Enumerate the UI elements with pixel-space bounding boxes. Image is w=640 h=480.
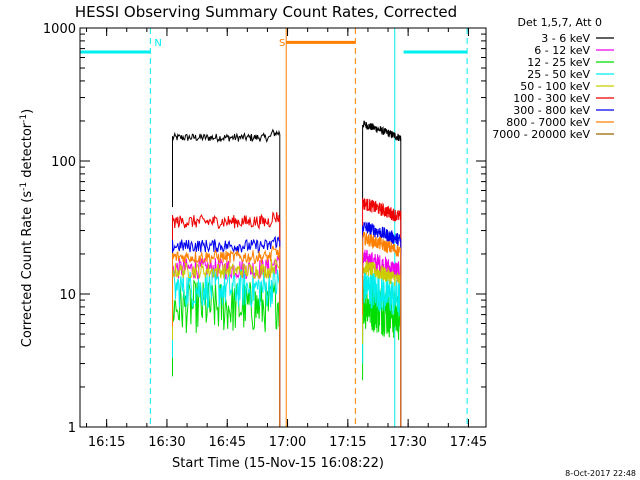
series-trace-5-interval-0 — [172, 211, 281, 427]
y-axis-label-sup2: -1 — [19, 114, 29, 123]
series-trace-0-interval-1 — [362, 120, 402, 427]
series-trace-5-interval-1 — [362, 198, 402, 427]
legend-label: 3 - 6 keV — [541, 32, 590, 45]
axes: 16:15 16:30 16:45 17:00 17:15 17:30 17:45 1 10 10… — [43, 22, 487, 450]
y-axis-label-main: Corrected Count Rate (s — [20, 191, 35, 348]
x-tick-label: 16:30 — [148, 435, 185, 450]
legend-label: 25 - 50 keV — [527, 68, 590, 81]
series-trace-6-interval-1 — [362, 221, 402, 427]
y-axis-label-end: ) — [20, 109, 35, 114]
series-trace-1-interval-0 — [172, 256, 281, 427]
series-trace-7-interval-0 — [172, 245, 281, 427]
y-axis-label: Corrected Count Rate (s-1 detector-1) — [19, 109, 35, 347]
annotation-s: S — [279, 38, 285, 49]
chart-title: HESSI Observing Summary Count Rates, Cor… — [75, 3, 457, 21]
legend-label: 7000 - 20000 keV — [492, 128, 590, 141]
legend-label: 800 - 7000 keV — [506, 116, 590, 129]
legend-label: 300 - 800 keV — [513, 104, 590, 117]
y-tick-label: 10 — [59, 288, 76, 303]
x-tick-label: 17:45 — [450, 435, 487, 450]
annotation-n: N — [154, 38, 161, 49]
x-tick-label: 17:15 — [329, 435, 366, 450]
x-tick-label: 16:15 — [88, 435, 125, 450]
x-tick-label: 17:00 — [269, 435, 306, 450]
legend-header: Det 1,5,7, Att 0 — [518, 16, 602, 29]
y-axis-label-mid: detector — [20, 122, 35, 182]
y-tick-label: 1 — [68, 421, 76, 436]
x-axis-label: Start Time (15-Nov-15 16:08:22) — [172, 456, 384, 471]
x-tick-label: 16:45 — [209, 435, 246, 450]
series-trace-2-interval-0 — [172, 279, 281, 427]
series-trace-4-interval-1 — [362, 260, 402, 427]
series-trace-6-interval-0 — [172, 235, 281, 427]
series-trace-4-interval-0 — [172, 257, 281, 427]
y-tick-label: 100 — [51, 155, 76, 170]
legend-label: 50 - 100 keV — [520, 80, 590, 93]
plot-frame — [79, 27, 487, 428]
legend-label: 6 - 12 keV — [534, 44, 590, 57]
series-trace-7-interval-1 — [362, 231, 402, 427]
series-trace-3-interval-0 — [172, 267, 281, 427]
y-axis-label-sup1: -1 — [19, 182, 29, 191]
x-tick-label: 17:30 — [389, 435, 426, 450]
legend-label: 12 - 25 keV — [527, 56, 590, 69]
series-trace-2-interval-1 — [362, 282, 402, 427]
timestamp: 8-Oct-2017 22:48 — [565, 469, 636, 478]
series-trace-0-interval-0 — [172, 128, 281, 427]
legend-label: 100 - 300 keV — [513, 92, 590, 105]
y-tick-label: 1000 — [43, 22, 76, 37]
